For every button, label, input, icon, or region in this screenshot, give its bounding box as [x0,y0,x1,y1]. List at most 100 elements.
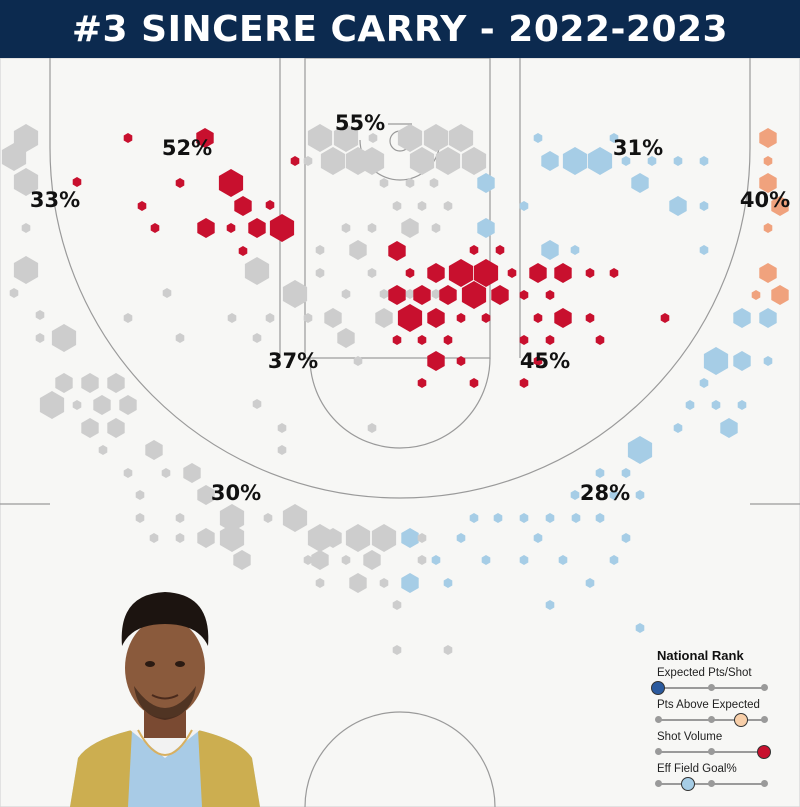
shot-hex [720,418,738,438]
shot-hex [423,124,449,152]
shot-hex [392,335,402,345]
shot-hex [277,445,287,455]
shot-hex [763,156,773,166]
shot-hex [324,528,342,548]
shot-hex [456,313,466,323]
shot-hex [763,356,773,366]
shot-hex [635,623,645,633]
shot-hex [519,513,529,523]
shot-hex [233,550,251,570]
shot-hex [554,308,572,328]
shot-hex [529,263,547,283]
shot-hex [435,147,461,175]
shot-hex [226,223,236,233]
shot-hex [252,333,262,343]
legend-tick-icon [707,748,715,755]
legend-knob-icon [680,777,695,791]
shot-hex [379,578,389,588]
shot-hex [35,310,45,320]
shot-hex [733,308,751,328]
shot-hex [388,241,406,261]
shot-hex [533,133,543,143]
shot-hex [448,124,474,152]
shot-hex [621,533,631,543]
shot-hex [349,240,367,260]
shot-hex [533,356,543,366]
shot-hex [609,490,619,500]
legend-metric-track [654,745,771,759]
shot-hex [315,578,325,588]
shot-hex [175,333,185,343]
player-headshot-icon [70,592,260,807]
shot-hex [477,218,495,238]
shot-hex [72,177,82,187]
legend-metric-track [654,777,768,791]
shot-hex [145,440,163,460]
shot-hex [290,156,300,166]
shot-hex [627,436,653,464]
legend-tick-icon [707,780,715,787]
shot-hex [175,513,185,523]
shot-hex [491,285,509,305]
shot-hex [570,245,580,255]
shot-hex [244,257,270,285]
shot-hex [197,528,215,548]
shot-hex [392,201,402,211]
zone-labels: 52% 55% 31% 33% 40% 37% 45% 30% 28% [30,111,790,505]
shot-hex [595,513,605,523]
shot-hex [771,285,789,305]
legend-metric-label: Eff Field Goal% [657,763,737,775]
shot-hex [595,335,605,345]
shot-hex [55,373,73,393]
shot-hex [21,223,31,233]
shot-hex [401,573,419,593]
shot-hex [699,245,709,255]
legend-metric-label: Shot Volume [657,731,723,743]
legend-knob-icon [757,745,771,759]
shot-hex [353,356,363,366]
shot-hex [375,308,393,328]
shot-hex [93,395,111,415]
shot-hex [558,555,568,565]
shot-hex [150,223,160,233]
shot-hex [751,290,761,300]
shot-hex [519,555,529,565]
shot-hex [51,324,77,352]
shot-hex [413,285,431,305]
chart-title: #3 SINCERE CARRY - 2022-2023 [71,8,729,50]
shot-hex [541,151,559,171]
shot-hex [227,313,237,323]
shot-hex [585,578,595,588]
shot-hex [98,445,108,455]
shot-hex [595,468,605,478]
legend-tick-icon [760,716,768,723]
shot-hex [456,533,466,543]
shot-hex [265,200,275,210]
shot-hex [621,156,631,166]
shot-hex [609,133,619,143]
legend-title: National Rank [657,648,744,663]
legend-knob-icon [733,713,748,727]
shot-hex [135,513,145,523]
shot-hex [13,256,39,284]
shot-hex [13,168,39,196]
shot-hex [417,533,427,543]
legend-tick-icon [760,684,768,691]
shot-hex [609,268,619,278]
shot-hex [269,214,295,242]
shot-hex [282,280,308,308]
shot-hex [197,485,215,505]
shot-hex [673,423,683,433]
shot-hex [481,313,491,323]
shot-hex [417,201,427,211]
shot-hex [72,400,82,410]
shot-hex [175,178,185,188]
shot-hex [417,555,427,565]
shot-hex [13,124,39,152]
shot-hex [277,423,287,433]
shot-hex [282,504,308,532]
shot-hex [368,133,378,143]
shot-hex [248,218,266,238]
shot-hex [493,513,503,523]
shot-hex [669,196,687,216]
